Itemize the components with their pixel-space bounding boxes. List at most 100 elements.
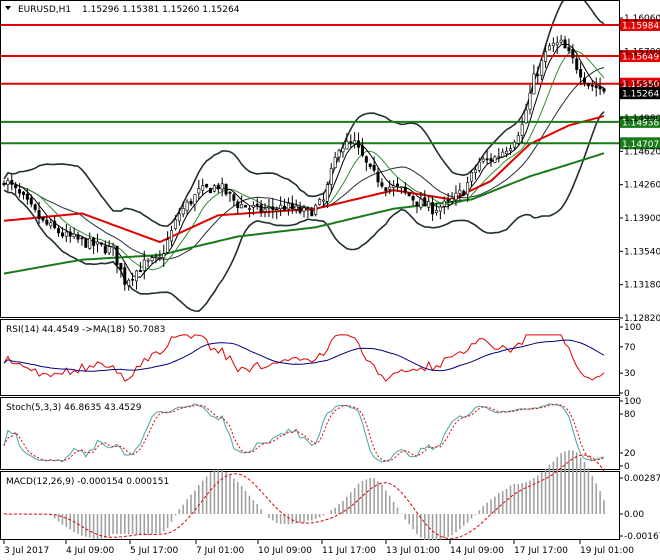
candle-body: [247, 208, 251, 210]
candle-body: [583, 77, 587, 83]
stoch-tick-label: 80: [624, 410, 636, 420]
candle-body: [255, 203, 259, 206]
candle-body: [107, 246, 111, 254]
candle-body: [462, 190, 466, 196]
stoch-pane[interactable]: Stoch(5,3,3) 46.8635 43.4529: [0, 397, 620, 470]
candle-body: [228, 192, 232, 194]
rsi-tick-label: 0: [624, 389, 630, 399]
stoch-pane-frame: [0, 397, 620, 470]
candle-body: [454, 192, 458, 201]
main-header-symbol: EURUSD,H1: [18, 5, 71, 15]
candle-body: [271, 206, 275, 210]
macd-pane-frame: [0, 471, 620, 540]
stoch-tick-label: 0: [624, 462, 630, 472]
candle-body: [68, 231, 72, 237]
candle-body: [41, 217, 45, 221]
candle-body: [586, 83, 590, 87]
candle-body: [372, 164, 376, 171]
time-tick-label: 11 Jul 17:00: [322, 546, 376, 556]
candle-body: [96, 241, 100, 245]
candle-body: [212, 185, 216, 192]
candle-body: [473, 169, 477, 173]
price-tick-label: 1.13180: [624, 281, 660, 291]
candle-body: [123, 267, 127, 285]
candle-body: [528, 92, 532, 110]
candle-body: [115, 245, 119, 266]
candle-body: [571, 49, 575, 59]
price-tick-label: 1.15700: [624, 47, 660, 57]
candle-body: [72, 233, 76, 237]
candle-body: [411, 196, 415, 201]
candle-body: [60, 232, 64, 237]
candle-body: [197, 188, 201, 194]
time-tick-label: 7 Jul 01:00: [196, 546, 245, 556]
candle-body: [357, 140, 361, 148]
rsi-tick-label: 100: [624, 323, 641, 333]
candle-body: [170, 229, 174, 242]
candle-body: [236, 201, 240, 209]
candle-body: [321, 199, 325, 202]
candle-body: [559, 39, 563, 43]
macd-tick-label: 0.00: [624, 510, 644, 520]
candle-body: [407, 192, 411, 197]
candle-body: [25, 193, 29, 200]
price-level-tag: [620, 19, 660, 32]
time-tick-label: 4 Jul 09:00: [66, 546, 115, 556]
candle-body: [458, 189, 462, 194]
price-level-tag: [620, 50, 660, 63]
candle-body: [37, 210, 41, 220]
candle-body: [216, 184, 220, 190]
candle-body: [33, 204, 37, 210]
candle-body: [567, 47, 571, 52]
candle-body: [497, 155, 501, 158]
candle-body: [341, 147, 345, 153]
macd-pane[interactable]: MACD(12,26,9) -0.000154 0.000151: [0, 450, 620, 541]
time-tick-label: 10 Jul 09:00: [258, 546, 312, 556]
candle-body: [263, 208, 267, 212]
candle-body: [415, 201, 419, 206]
main-price-axis: 1.15984 1.15649 1.15350 1.14938 1.14707 1.160…: [619, 14, 660, 324]
rsi-axis: 100 70 30 0: [619, 323, 641, 399]
candle-body: [131, 278, 135, 281]
candle-body: [302, 207, 306, 212]
price-tick-label: 1.14620: [624, 147, 660, 157]
candle-body: [193, 194, 197, 205]
rsi-line: [3, 334, 605, 382]
candle-body: [99, 242, 103, 245]
candle-body: [481, 158, 485, 162]
candle-body: [602, 88, 606, 92]
price-tick-label: 1.16060: [624, 14, 660, 24]
rsi-ma-line: [3, 339, 605, 372]
candle-body: [88, 238, 92, 249]
candle-body: [173, 219, 177, 229]
main-pane[interactable]: EURUSD,H1 1.15296 1.15381 1.15260 1.1526…: [0, 0, 620, 318]
candle-body: [306, 208, 310, 211]
candle-body: [111, 245, 115, 248]
candle-body: [177, 213, 181, 222]
candle-body: [345, 141, 349, 150]
rsi-tick-label: 30: [624, 369, 636, 379]
time-tick-label: 19 Jul 01:00: [580, 546, 634, 556]
candle-body: [224, 183, 228, 195]
last-price-label: 1.15264: [622, 90, 659, 100]
candle-body: [364, 156, 368, 163]
candle-body: [555, 42, 559, 46]
candle-body: [310, 210, 314, 217]
candle-body: [337, 150, 341, 158]
main-collapse-icon[interactable]: [5, 6, 11, 10]
candle-body: [442, 200, 446, 207]
time-tick-label: 3 Jul 2017: [4, 546, 49, 556]
candle-body: [318, 199, 322, 205]
candle-body: [446, 199, 450, 202]
candle-body: [477, 161, 481, 171]
candle-body: [579, 69, 583, 78]
candle-body: [516, 135, 520, 144]
main-header-ohlc: 1.15296 1.15381 1.15260 1.15264: [82, 5, 240, 15]
candle-body: [232, 194, 236, 201]
rsi-pane[interactable]: RSI(14) 44.4549 ->MA(18) 50.7083: [0, 319, 620, 396]
candle-body: [563, 39, 567, 49]
candle-body: [384, 187, 388, 191]
candle-body: [520, 123, 524, 136]
time-tick-label: 13 Jul 01:00: [386, 546, 440, 556]
